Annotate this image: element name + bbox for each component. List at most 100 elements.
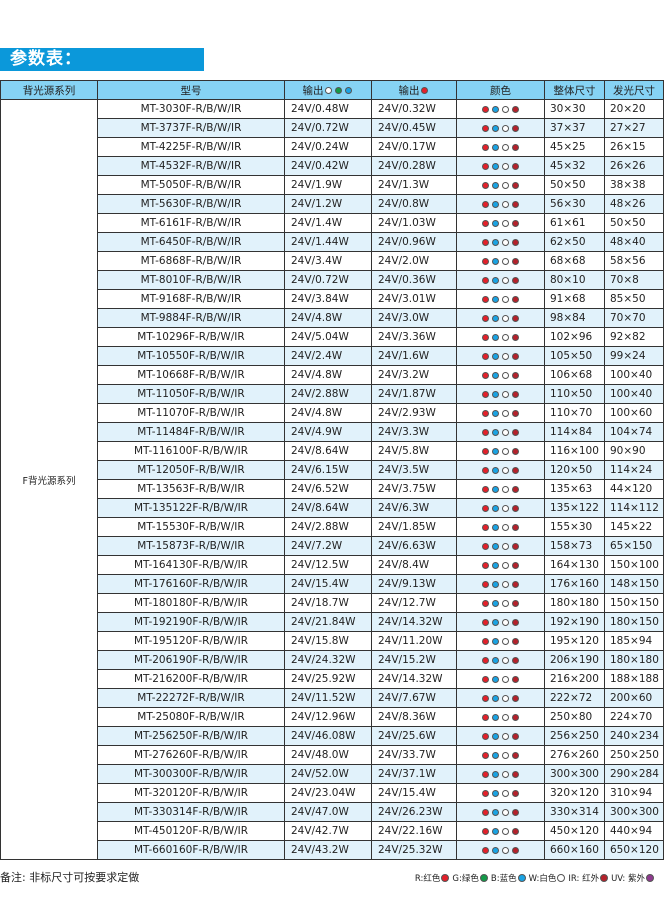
overall-size-cell: 102×96 [544, 327, 605, 347]
red-dot-icon [482, 827, 489, 835]
color-cell [456, 821, 545, 841]
output-red-cell: 24V/14.32W [371, 612, 457, 632]
model-cell: MT-180180F-R/B/W/IR [97, 593, 285, 613]
output-wgb-cell: 24V/4.8W [284, 308, 372, 328]
model-cell: MT-9884F-R/B/W/IR [97, 308, 285, 328]
output-red-cell: 24V/12.7W [371, 593, 457, 613]
overall-size-cell: 216×200 [544, 669, 605, 689]
white-dot-icon [502, 390, 509, 398]
red-dot-icon [482, 542, 489, 550]
lit-size-cell: 290×284 [604, 764, 664, 784]
red-dot-icon [482, 523, 489, 531]
white-dot-icon [502, 409, 509, 417]
model-cell: MT-206190F-R/B/W/IR [97, 650, 285, 670]
red-dot-icon [482, 162, 489, 170]
table-row: MT-5050F-R/B/W/IR 24V/1.9W 24V/1.3W 50×50 38… [1, 175, 664, 195]
red-dot-icon [482, 751, 489, 759]
overall-size-cell: 195×120 [544, 631, 605, 651]
table-row: MT-12050F-R/B/W/IR 24V/6.15W 24V/3.5W 120×5… [1, 460, 664, 480]
blue-dot-icon [492, 276, 499, 284]
ir-dot-icon [512, 314, 519, 322]
lit-size-cell: 100×40 [604, 384, 664, 404]
ir-dot-icon [512, 599, 519, 607]
ir-dot-icon [512, 276, 519, 284]
white-dot-icon [502, 124, 509, 132]
model-cell: MT-11070F-R/B/W/IR [97, 403, 285, 423]
table-row: MT-256250F-R/B/W/IR 24V/46.08W 24V/25.6W 25… [1, 726, 664, 746]
overall-size-cell: 180×180 [544, 593, 605, 613]
table-row: F背光源系列 MT-3030F-R/B/W/IR 24V/0.48W 24V/0.32… [0, 99, 664, 860]
white-dot-icon [502, 143, 509, 151]
legend-label: G:绿色 [452, 874, 479, 884]
white-dot-icon [502, 485, 509, 493]
overall-size-cell: 164×130 [544, 555, 605, 575]
output-wgb-cell: 24V/48.0W [284, 745, 372, 765]
blue-dot-icon [517, 873, 526, 882]
lit-size-cell: 224×70 [604, 707, 664, 727]
header-lit-size: 发光尺寸 [604, 80, 664, 100]
lit-size-cell: 148×150 [604, 574, 664, 594]
output-wgb-cell: 24V/24.32W [284, 650, 372, 670]
output-wgb-cell: 24V/0.24W [284, 137, 372, 157]
lit-size-cell: 100×40 [604, 365, 664, 385]
ir-dot-icon [512, 656, 519, 664]
red-dot-icon [482, 770, 489, 778]
header-model: 型号 [97, 80, 285, 100]
blue-dot-icon [492, 447, 499, 455]
ir-dot-icon [512, 333, 519, 341]
white-dot-icon [502, 561, 509, 569]
ir-dot-icon [512, 618, 519, 626]
white-dot-icon [502, 523, 509, 531]
header-overall-size: 整体尺寸 [544, 80, 605, 100]
ir-dot-icon [512, 238, 519, 246]
output-red-cell: 24V/25.32W [371, 840, 457, 860]
ir-dot-icon [512, 105, 519, 113]
blue-dot-icon [492, 580, 499, 588]
overall-size-cell: 222×72 [544, 688, 605, 708]
lit-size-cell: 150×150 [604, 593, 664, 613]
blue-dot-icon [492, 333, 499, 341]
lit-size-cell: 70×8 [604, 270, 664, 290]
model-cell: MT-22272F-R/B/W/IR [97, 688, 285, 708]
legend-label: B:蓝色 [490, 874, 517, 884]
overall-size-cell: 320×120 [544, 783, 605, 803]
model-cell: MT-5050F-R/B/W/IR [97, 175, 285, 195]
lit-size-cell: 310×94 [604, 783, 664, 803]
output-red-cell: 24V/3.3W [371, 422, 457, 442]
blue-dot-icon [492, 713, 499, 721]
lit-size-cell: 26×26 [604, 156, 664, 176]
blue-dot-icon [492, 105, 499, 113]
overall-size-cell: 330×314 [544, 802, 605, 822]
output-wgb-cell: 24V/1.4W [284, 213, 372, 233]
color-cell [456, 650, 545, 670]
overall-size-cell: 135×63 [544, 479, 605, 499]
color-cell [456, 802, 545, 822]
model-cell: MT-11050F-R/B/W/IR [97, 384, 285, 404]
overall-size-cell: 50×50 [544, 175, 605, 195]
red-dot-icon [482, 732, 489, 740]
ir-dot-icon [512, 542, 519, 550]
output-red-cell: 24V/37.1W [371, 764, 457, 784]
table-row: MT-11050F-R/B/W/IR 24V/2.88W 24V/1.87W 110×… [1, 384, 664, 404]
red-dot-icon [482, 485, 489, 493]
overall-size-cell: 206×190 [544, 650, 605, 670]
parameter-table: 背光源系列 型号 输出 输出 颜色 整体尺寸 发光尺寸 F背光源系列 MT-303… [0, 80, 664, 860]
blue-dot-icon [492, 295, 499, 303]
output-red-cell: 24V/3.0W [371, 308, 457, 328]
table-row: MT-15530F-R/B/W/IR 24V/2.88W 24V/1.85W 155×… [1, 517, 664, 537]
blue-dot-icon [492, 675, 499, 683]
table-row: MT-6868F-R/B/W/IR 24V/3.4W 24V/2.0W 68×68 58… [1, 251, 664, 271]
overall-size-cell: 45×25 [544, 137, 605, 157]
color-cell [456, 232, 545, 252]
overall-size-cell: 30×30 [544, 99, 605, 119]
color-cell [456, 783, 545, 803]
blue-dot-icon [492, 257, 499, 265]
blue-dot-icon [492, 390, 499, 398]
overall-size-cell: 450×120 [544, 821, 605, 841]
color-cell [456, 384, 545, 404]
lit-size-cell: 100×60 [604, 403, 664, 423]
output-wgb-cell: 24V/2.88W [284, 517, 372, 537]
lit-size-cell: 104×74 [604, 422, 664, 442]
red-dot-icon [482, 409, 489, 417]
model-cell: MT-6868F-R/B/W/IR [97, 251, 285, 271]
